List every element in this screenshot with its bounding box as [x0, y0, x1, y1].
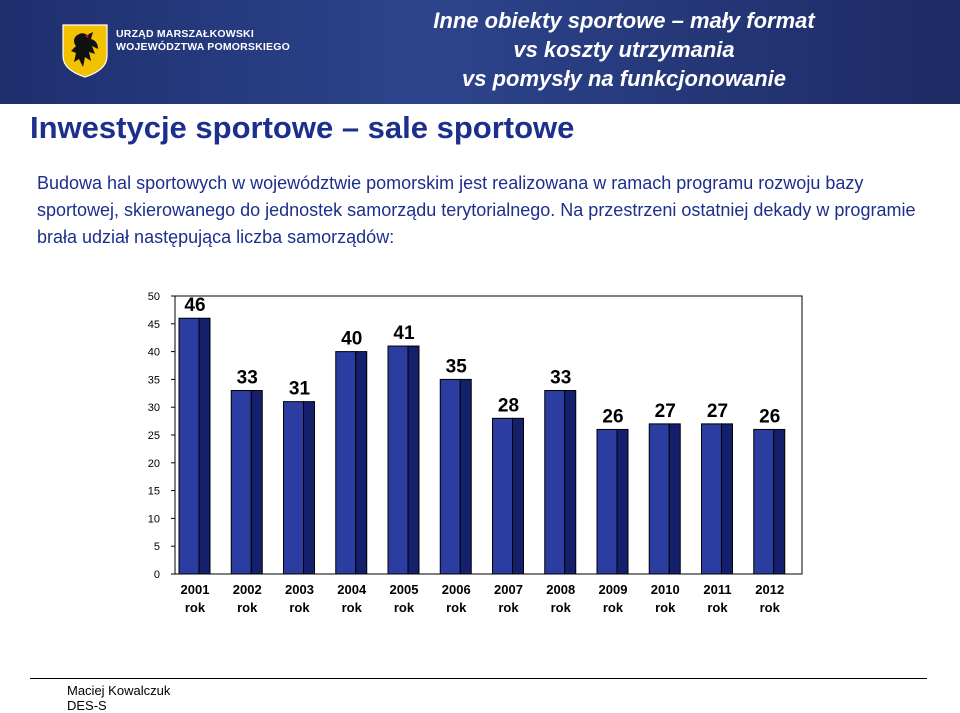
- y-tick-label: 5: [154, 541, 160, 553]
- y-tick-label: 45: [148, 319, 160, 331]
- y-tick-label: 50: [148, 291, 160, 303]
- bar-2009: [596, 428, 618, 575]
- data-label: 27: [707, 401, 728, 422]
- bar-side-2012: [773, 428, 786, 575]
- x-tick-label-unit: rok: [760, 600, 781, 615]
- data-label: 31: [289, 379, 311, 400]
- bar-side-2003: [303, 401, 315, 575]
- y-tick-label: 35: [148, 374, 160, 386]
- x-tick-label-year: 2009: [599, 582, 628, 597]
- x-tick-label-year: 2005: [390, 582, 419, 597]
- bar-2012: [753, 428, 775, 575]
- data-label: 26: [759, 406, 780, 427]
- x-tick-label-unit: rok: [342, 600, 363, 615]
- bar-side-2005: [407, 345, 420, 575]
- plot-area: [174, 295, 803, 575]
- x-tick-label-year: 2001: [181, 582, 210, 597]
- x-tick-label-unit: rok: [655, 600, 676, 615]
- x-tick-label-unit: rok: [394, 600, 415, 615]
- data-label: 27: [655, 401, 676, 422]
- organization-name: URZĄD MARSZAŁKOWSKI WOJEWÓDZTWA POMORSKI…: [116, 28, 290, 54]
- header-title: Inne obiekty sportowe – mały format vs k…: [344, 6, 904, 93]
- header-title-line-2: vs koszty utrzymania: [513, 37, 735, 62]
- bar-2006: [439, 378, 461, 575]
- x-tick-label-year: 2010: [651, 582, 680, 597]
- bar-2008: [544, 390, 566, 575]
- x-tick-label-year: 2002: [233, 582, 262, 597]
- x-tick-label-unit: rok: [237, 600, 258, 615]
- org-name-line-2: WOJEWÓDZTWA POMORSKIEGO: [116, 41, 290, 53]
- griffin-coat-of-arms-icon: [62, 24, 108, 78]
- bar-2005: [387, 345, 409, 575]
- slide-title: Inwestycje sportowe – sale sportowe: [30, 110, 575, 145]
- bar-side-2002: [250, 390, 263, 575]
- x-tick-label-year: 2008: [546, 582, 575, 597]
- x-tick-label-unit: rok: [498, 600, 519, 615]
- data-label: 33: [550, 368, 571, 389]
- bar-2003: [283, 401, 304, 575]
- x-tick-label-year: 2012: [755, 582, 784, 597]
- bar-2007: [492, 417, 513, 575]
- bar-side-2011: [721, 423, 733, 575]
- bar-chart: 0 5 10 15 20 25 30 35 40 45 50 46 2001 rok 33 2002 rok 31…: [148, 291, 803, 615]
- org-name-line-1: URZĄD MARSZAŁKOWSKI: [116, 28, 254, 40]
- header-title-line-1: Inne obiekty sportowe – mały format: [433, 8, 815, 33]
- x-tick-label-year: 2003: [285, 582, 314, 597]
- header-banner: URZĄD MARSZAŁKOWSKI WOJEWÓDZTWA POMORSKI…: [0, 0, 960, 104]
- bar-side-2004: [355, 351, 368, 575]
- bar-side-2008: [564, 390, 577, 575]
- x-tick-label-unit: rok: [707, 600, 728, 615]
- x-tick-label-year: 2007: [494, 582, 523, 597]
- bar-side-2001: [198, 317, 211, 575]
- y-tick-label: 20: [148, 458, 160, 470]
- x-tick-label-unit: rok: [289, 600, 310, 615]
- x-tick-label-year: 2011: [703, 582, 731, 597]
- y-tick-label: 15: [148, 486, 160, 498]
- footer-author: Maciej Kowalczuk DES-S: [67, 683, 170, 713]
- y-tick-label: 10: [148, 513, 160, 525]
- author-name: Maciej Kowalczuk: [67, 683, 171, 698]
- header-title-line-3: vs pomysły na funkcjonowanie: [462, 66, 786, 91]
- bar-side-2010: [668, 423, 681, 575]
- bar-side-2006: [459, 378, 472, 575]
- y-tick-label: 30: [148, 402, 160, 414]
- bar-2004: [335, 351, 357, 575]
- data-label: 26: [602, 406, 623, 427]
- y-tick-label: 0: [154, 569, 160, 581]
- bar-2011: [701, 423, 722, 575]
- y-tick-label: 40: [148, 347, 160, 359]
- bar-2002: [230, 390, 252, 575]
- x-tick-label-unit: rok: [551, 600, 572, 615]
- x-tick-label-unit: rok: [185, 600, 206, 615]
- footer-divider: [30, 678, 927, 679]
- x-tick-label-year: 2006: [442, 582, 471, 597]
- x-tick-label-year: 2004: [337, 582, 367, 597]
- author-department: DES-S: [67, 698, 107, 713]
- x-tick-label-unit: rok: [446, 600, 467, 615]
- intro-paragraph: Budowa hal sportowych w województwie pom…: [37, 173, 916, 247]
- bar-side-2007: [512, 417, 524, 575]
- bar-2010: [648, 423, 670, 575]
- bar-2001: [178, 317, 200, 575]
- data-label: 40: [341, 329, 362, 350]
- data-label: 41: [393, 323, 415, 344]
- bar-side-2009: [616, 428, 629, 575]
- data-label: 33: [237, 368, 258, 389]
- x-tick-label-unit: rok: [603, 600, 624, 615]
- y-tick-label: 25: [148, 430, 160, 442]
- data-label: 28: [498, 395, 519, 416]
- data-label: 46: [184, 295, 205, 316]
- data-label: 35: [446, 356, 468, 377]
